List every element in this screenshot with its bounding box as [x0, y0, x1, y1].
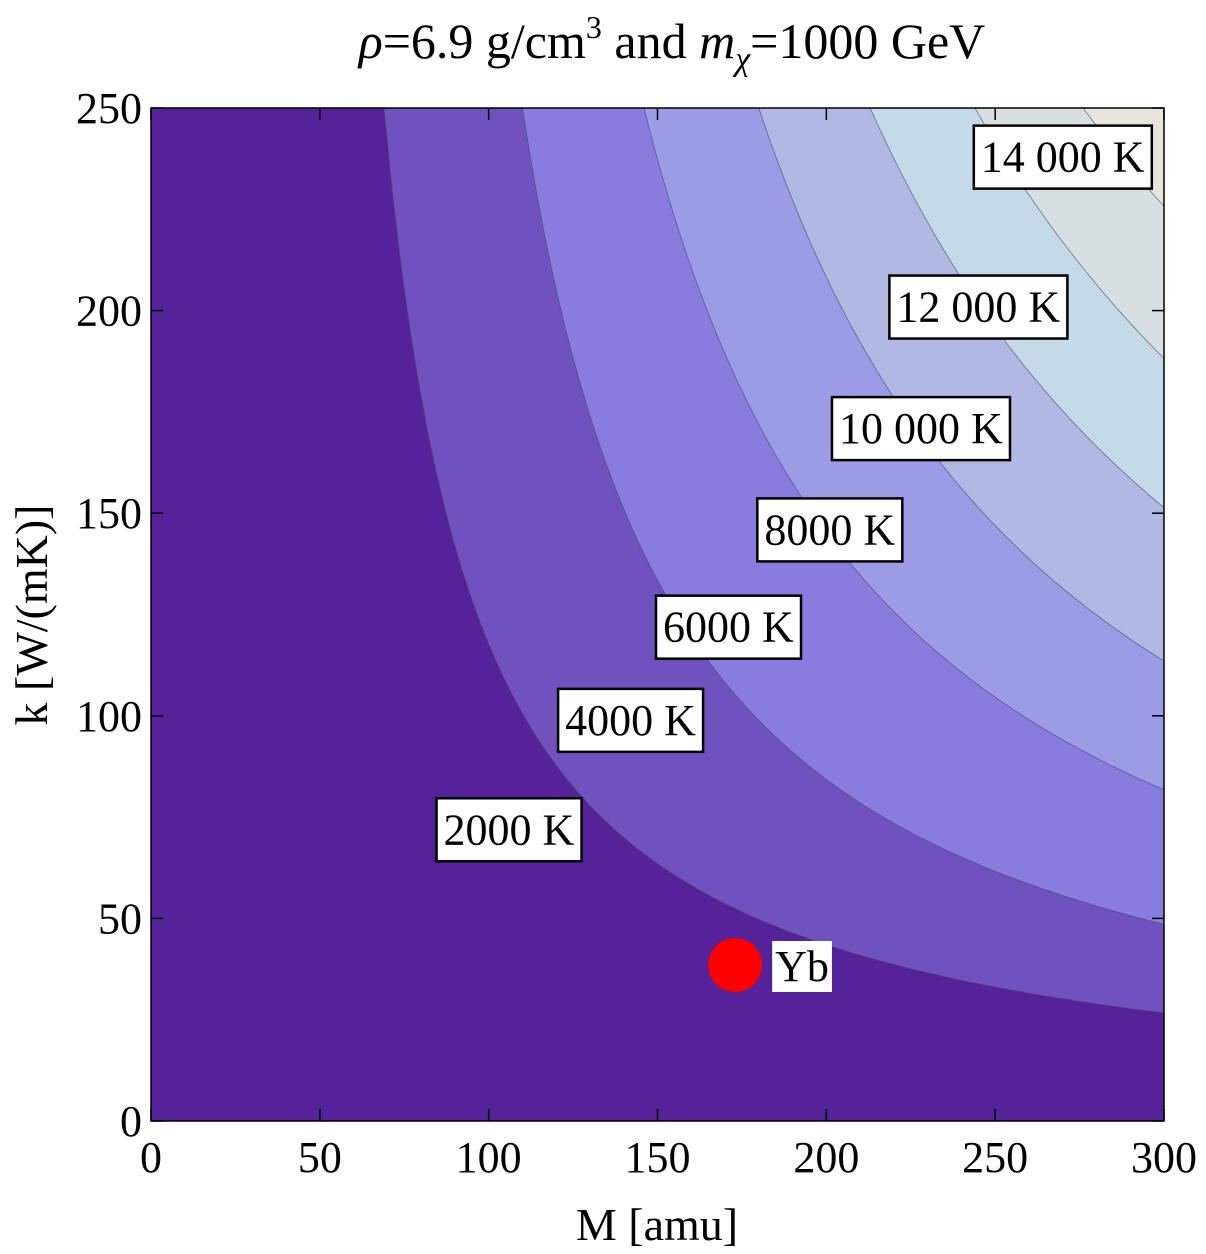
contour-label-box [556, 687, 705, 754]
x-tick-label-100: 100 [456, 1133, 522, 1182]
contour-label-8000: 8000 K [756, 497, 904, 563]
contour-label-14000: 14 000 K [972, 124, 1154, 190]
title-m-symbol: m [699, 13, 735, 69]
x-tick-label-300: 300 [1131, 1133, 1197, 1182]
contour-label-4000: 4000 K [556, 687, 705, 754]
contour-label-6000: 6000 K [654, 594, 803, 660]
y-tick-label-100: 100 [76, 692, 142, 741]
contour-lines [383, 107, 1165, 1014]
title-m-value: =1000 GeV [750, 13, 985, 69]
contour-label-box [888, 274, 1069, 340]
contour-line-2000 [383, 107, 1165, 1014]
contour-label-2000: 2000 K [435, 797, 583, 863]
x-tick-label-150: 150 [625, 1133, 691, 1182]
contour-label-text: 2000 K [444, 805, 575, 854]
x-tick-label-250: 250 [962, 1133, 1028, 1182]
x-tick-label-50: 50 [298, 1133, 342, 1182]
y-tick-label-50: 50 [98, 894, 142, 943]
title-rho-exponent: 3 [586, 9, 602, 45]
title-rho-symbol: ρ [357, 13, 383, 69]
contour-label-box [972, 124, 1154, 190]
data-points: Yb [708, 937, 832, 992]
contour-label-text: 14 000 K [981, 133, 1145, 182]
point-label-box [772, 940, 832, 992]
point-label-text: Yb [775, 942, 829, 991]
x-axis-label: M [amu] [576, 1199, 738, 1250]
contour-line-10000 [869, 107, 1165, 508]
y-axis-label: k [W/(mK)] [6, 505, 57, 726]
contour-line-6000 [643, 107, 1165, 791]
contour-line-8000 [758, 107, 1165, 662]
y-tick-label-200: 200 [76, 287, 142, 336]
x-tick-label-200: 200 [793, 1133, 859, 1182]
contour-line-4000 [521, 107, 1165, 925]
contour-labels: 2000 K 4000 K 6000 K 8000 K 10 000 K 12 000 K… [435, 124, 1154, 863]
chart-title: ρ=6.9 g/cm3 and mχ=1000 GeV [357, 9, 986, 78]
contour-label-text: 4000 K [565, 696, 696, 745]
y-tick-label-0: 0 [120, 1097, 142, 1146]
y-tick-label-150: 150 [76, 489, 142, 538]
y-tick-label-250: 250 [76, 84, 142, 133]
title-conjunction: and [602, 13, 699, 69]
point-Yb [708, 937, 763, 992]
contour-label-box [756, 497, 904, 563]
axis-ticks: 0 50 100 150 200 250 300 0 50 100 150 200 250 [76, 84, 1197, 1182]
contour-label-box [435, 797, 583, 863]
contour-label-10000: 10 000 K [830, 395, 1012, 462]
title-rho-value: =6.9 g/cm [383, 13, 586, 69]
contour-label-text: 8000 K [764, 505, 895, 554]
x-tick-label-0: 0 [140, 1133, 162, 1182]
contour-label-box [654, 594, 803, 660]
title-m-subscript: χ [732, 41, 751, 78]
contour-label-text: 10 000 K [839, 404, 1003, 453]
point-label-Yb: Yb [772, 940, 832, 992]
contour-label-box [830, 395, 1012, 462]
contour-label-text: 6000 K [663, 603, 794, 652]
contour-label-text: 12 000 K [896, 283, 1060, 332]
contour-label-12000: 12 000 K [888, 274, 1069, 340]
